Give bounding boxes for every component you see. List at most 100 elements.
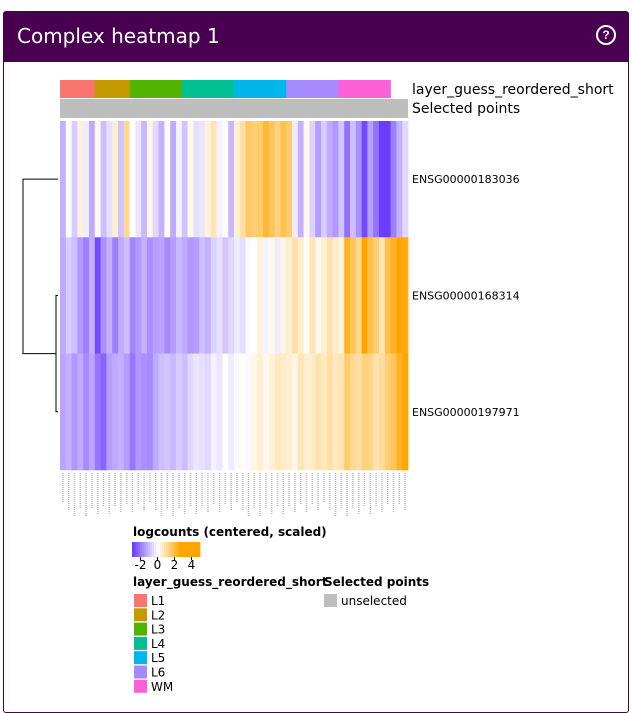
legend-swatch-unselected (324, 594, 337, 607)
heatmap-cell (384, 353, 391, 471)
heatmap-cell (263, 121, 270, 238)
heatmap-cell (176, 353, 183, 471)
heatmap-cell (199, 353, 206, 471)
heatmap-cell (373, 353, 380, 471)
heatmap-cell (338, 237, 345, 354)
heatmap-cell (158, 121, 165, 238)
legend-gradient-step (190, 542, 193, 557)
heatmap-cell (344, 121, 351, 238)
heatmap-cell (164, 121, 171, 238)
heatmap-cell (112, 237, 119, 354)
heatmap-cell (239, 237, 246, 354)
heatmap-cell (355, 237, 362, 354)
heatmap-cell (89, 237, 96, 354)
annotation-layer-L5 (234, 80, 287, 98)
heatmap-cell (147, 121, 154, 238)
heatmap-cell (257, 121, 264, 238)
legend-swatch-L4 (134, 636, 147, 650)
dendrogram-branch (55, 294, 58, 413)
heatmap-cell (402, 237, 409, 354)
heatmap-cell (83, 121, 90, 238)
help-circle-icon[interactable]: ? (596, 25, 616, 45)
heatmap-cell (77, 353, 84, 471)
legend-gradient-step (188, 542, 191, 557)
heatmap-cell (367, 237, 374, 354)
heatmap-cell (268, 353, 275, 471)
heatmap-cell (187, 353, 194, 471)
heatmap-cell (321, 353, 328, 471)
heatmap-cell (309, 353, 316, 471)
heatmap-cell (141, 353, 148, 471)
heatmap-cell (361, 121, 368, 238)
heatmap-cell (315, 121, 322, 238)
legend-gradient-step (192, 542, 195, 557)
heatmap-cell (65, 353, 72, 471)
heatmap-cell (222, 121, 229, 238)
dendrogram-branch (22, 178, 58, 355)
heatmap-cell (118, 237, 125, 354)
heatmap-cell (379, 353, 386, 471)
heatmap-cell (384, 237, 391, 354)
heatmap-cell (170, 121, 177, 238)
legend-swatch-L3 (134, 622, 147, 636)
heatmap-cell (251, 353, 258, 471)
heatmap-cell (152, 353, 159, 471)
heatmap-cell (112, 353, 119, 471)
heatmap-cell (361, 353, 368, 471)
legend-gradient-step (182, 542, 185, 557)
heatmap-cell (280, 353, 287, 471)
legend-gradient-step (162, 542, 165, 557)
heatmap-cell (228, 353, 235, 471)
heatmap-cell (106, 237, 113, 354)
heatmap-cell (94, 353, 101, 471)
heatmap-cell (106, 121, 113, 238)
heatmap-cell (379, 121, 386, 238)
legend-swatch-WM (134, 679, 147, 693)
heatmap-cell (164, 237, 171, 354)
heatmap-cell (263, 237, 270, 354)
heatmap-cell (135, 353, 142, 471)
legend-gradient-step (144, 542, 147, 557)
legend-label-L2: L2 (151, 608, 165, 622)
legend-gradient-step (166, 542, 169, 557)
heatmap-cell (193, 237, 200, 354)
heatmap-cell (402, 353, 409, 471)
heatmap-cell (379, 237, 386, 354)
legend-gradient-step (154, 542, 157, 557)
heatmap-cell (344, 237, 351, 354)
heatmap-cell (135, 121, 142, 238)
heatmap-cell (123, 121, 130, 238)
heatmap-cell (384, 121, 391, 238)
heatmap-cell (89, 121, 96, 238)
heatmap-cell (234, 121, 241, 238)
legend-gradient-step (156, 542, 159, 557)
heatmap-cell (390, 121, 397, 238)
legend-gradient-step (186, 542, 189, 557)
heatmap-cell (268, 237, 275, 354)
heatmap-cell (187, 121, 194, 238)
heatmap-cell (361, 237, 368, 354)
heatmap-cell (123, 353, 130, 471)
row-label: ENSG00000197971 (412, 406, 520, 419)
heatmap-cell (228, 237, 235, 354)
heatmap-cell (71, 121, 78, 238)
heatmap-cell (309, 121, 316, 238)
heatmap-cell (83, 353, 90, 471)
heatmap-cell (396, 121, 403, 238)
heatmap-cell (309, 237, 316, 354)
heatmap-cell (350, 353, 357, 471)
legend-label-L1: L1 (151, 594, 165, 608)
heatmap-cell (60, 121, 67, 238)
legend-gradient-step (194, 542, 197, 557)
legend-gradient-step (132, 542, 135, 557)
heatmap-cell (193, 121, 200, 238)
heatmap-cell (257, 237, 264, 354)
legend-swatch-L6 (134, 665, 147, 679)
heatmap-cell (344, 353, 351, 471)
heatmap-cell (396, 353, 403, 471)
heatmap-cell (367, 121, 374, 238)
legend-tick-label: 2 (171, 558, 179, 572)
heatmap-cell (402, 121, 409, 238)
heatmap-cell (100, 353, 107, 471)
legend-gradient-step (168, 542, 171, 557)
